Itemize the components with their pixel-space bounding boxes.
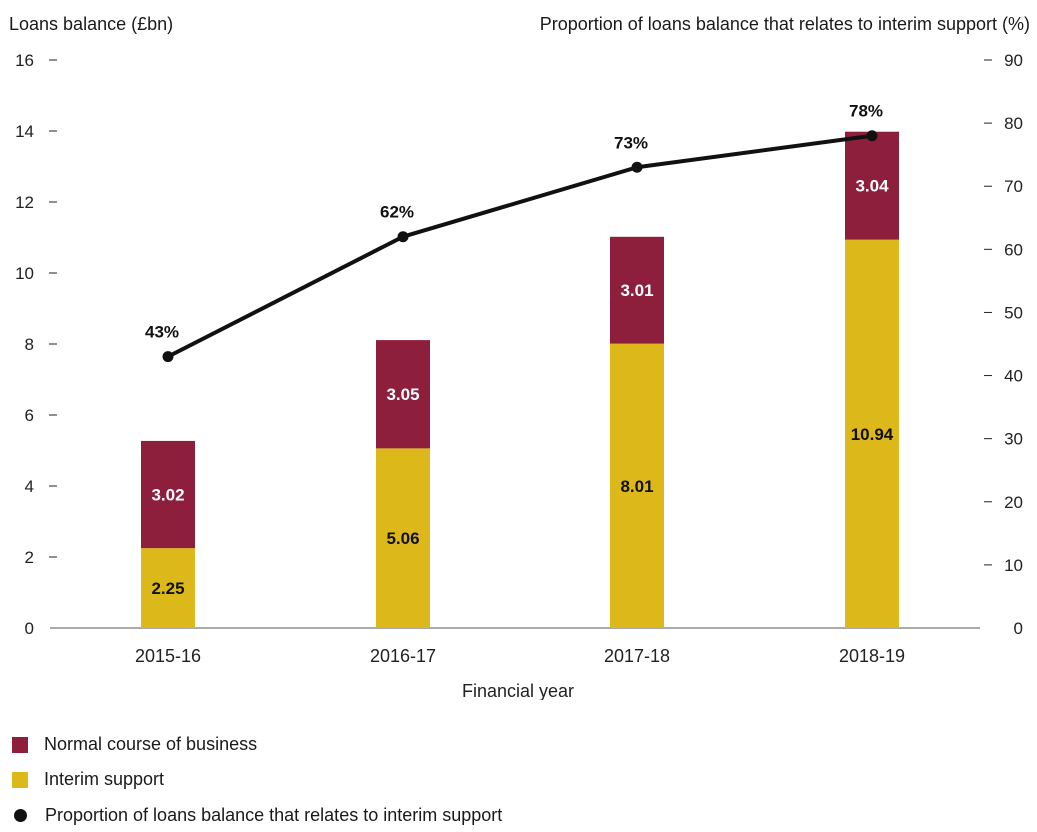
- y-right-tick-label: 30: [1004, 430, 1023, 449]
- x-tick-label: 2018-19: [839, 646, 905, 666]
- y-left-tick-label: 12: [15, 193, 34, 212]
- proportion-line: [167, 133, 873, 359]
- proportion-label: 78%: [849, 102, 883, 121]
- bar-label-normal-course: 3.04: [855, 177, 889, 196]
- bar-interim-support: [610, 343, 664, 628]
- y-right-tick-label: 60: [1004, 240, 1023, 259]
- y-left-tick-label: 4: [25, 477, 34, 496]
- right-axis-title: Proportion of loans balance that relates…: [539, 14, 1030, 34]
- bar-normal-course: [141, 440, 195, 549]
- legend-label-proportion: Proportion of loans balance that relates…: [45, 805, 503, 825]
- legend-swatch-normal-course: [12, 736, 28, 753]
- bar-label-interim-support: 5.06: [386, 529, 419, 548]
- x-tick-label: 2017-18: [604, 646, 670, 666]
- y-right-tick-label: 0: [1014, 619, 1023, 638]
- legend-item-interim-support: Interim support: [12, 769, 164, 790]
- bar-label-interim-support: 2.25: [151, 579, 184, 598]
- proportion-label: 43%: [145, 323, 179, 342]
- loans-balance-chart: 0 2 4 6 8 10 12 14 16 0 10 20 30 40 50 60 70 80 90 2.25 3.02…: [15, 51, 1023, 700]
- y-left-tick-label: 6: [25, 406, 34, 425]
- bar-label-normal-course: 3.01: [620, 281, 653, 300]
- bar-interim-support: [141, 548, 195, 628]
- bar-label-interim-support: 10.94: [851, 425, 894, 444]
- proportion-label: 73%: [614, 133, 648, 152]
- y-right-tick-label: 90: [1004, 51, 1023, 70]
- bar-normal-course: [845, 131, 899, 240]
- y-right-tick-label: 70: [1004, 177, 1023, 196]
- x-axis-title: Financial year: [462, 681, 574, 700]
- legend-marker-proportion: [14, 809, 27, 822]
- proportion-point: [866, 130, 878, 142]
- bar-label-interim-support: 8.01: [620, 477, 653, 496]
- y-right-tick-label: 50: [1004, 303, 1023, 322]
- y-right-tick-label: 20: [1004, 493, 1023, 512]
- y-right-tick-label: 80: [1004, 114, 1023, 133]
- x-tick-label: 2015-16: [135, 646, 201, 666]
- legend-item-normal-course: Normal course of business: [12, 734, 257, 755]
- proportion-label: 62%: [380, 203, 414, 222]
- legend-item-proportion: Proportion of loans balance that relates…: [12, 805, 502, 826]
- x-tick-label: 2016-17: [370, 646, 436, 666]
- y-left-tick-label: 2: [25, 548, 34, 567]
- y-left-tick-label: 14: [15, 122, 34, 141]
- y-left-tick-label: 16: [15, 51, 34, 70]
- bar-normal-course: [376, 340, 430, 449]
- left-axis-title: Loans balance (£bn): [9, 14, 174, 34]
- y-right-tick-label: 10: [1004, 556, 1023, 575]
- bar-interim-support: [376, 448, 430, 628]
- proportion-point: [162, 351, 174, 363]
- bar-label-normal-course: 3.05: [386, 385, 419, 404]
- bar-interim-support: [845, 239, 899, 628]
- proportion-point: [631, 161, 643, 173]
- bar-label-normal-course: 3.02: [151, 486, 184, 505]
- y-left-tick-label: 0: [25, 619, 34, 638]
- y-right-tick-label: 40: [1004, 367, 1023, 386]
- bar-normal-course: [610, 236, 664, 344]
- y-left-tick-label: 8: [25, 335, 34, 354]
- proportion-point: [397, 231, 409, 243]
- legend-label-normal-course: Normal course of business: [44, 734, 258, 754]
- y-left-tick-label: 10: [15, 264, 34, 283]
- legend-label-interim-support: Interim support: [44, 769, 165, 789]
- legend-swatch-interim-support: [12, 771, 28, 788]
